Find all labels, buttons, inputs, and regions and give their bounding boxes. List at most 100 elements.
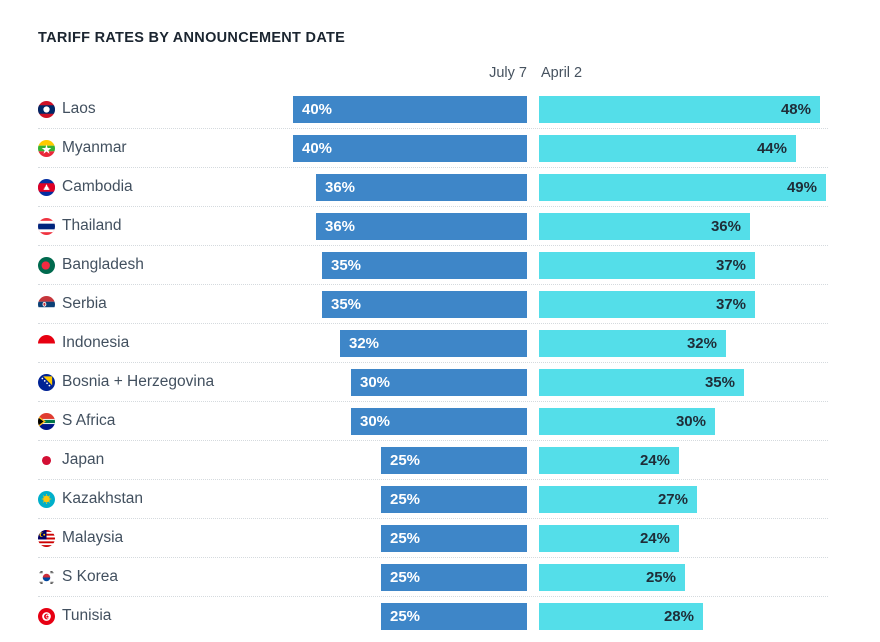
april2-bar: 44%: [539, 135, 796, 162]
column-header-july7: July 7: [489, 65, 527, 81]
july7-value: 25%: [390, 452, 421, 469]
april2-value: 49%: [786, 179, 817, 196]
thailand-flag-icon: [38, 218, 55, 235]
table-row: Kazakhstan 25% 27%: [38, 480, 828, 519]
july7-value: 40%: [302, 140, 333, 157]
country-label: Myanmar: [62, 139, 127, 156]
table-row: Bosnia + Herzegovina 30% 35%: [38, 363, 828, 402]
july7-value: 35%: [331, 296, 362, 313]
country-label: S Korea: [62, 568, 119, 585]
april2-bar: 49%: [539, 174, 826, 201]
kazakhstan-flag-icon: [38, 491, 55, 508]
table-row: Thailand 36% 36%: [38, 207, 828, 246]
july7-value: 36%: [325, 179, 356, 196]
country-label: Laos: [62, 100, 96, 117]
april2-bar: 28%: [539, 603, 703, 630]
country-label: Serbia: [62, 295, 107, 312]
july7-bar: 36%: [316, 213, 527, 240]
table-row: Indonesia 32% 32%: [38, 324, 828, 363]
april2-value: 37%: [715, 296, 746, 313]
country-label: Bosnia + Herzegovina: [62, 373, 215, 390]
country-label: Kazakhstan: [62, 490, 143, 507]
april2-bar: 25%: [539, 564, 685, 591]
july7-value: 25%: [390, 569, 421, 586]
april2-value: 48%: [780, 101, 811, 118]
bosnia-herzegovina-flag-icon: [38, 374, 55, 391]
april2-bar: 24%: [539, 525, 679, 552]
july7-value: 25%: [390, 530, 421, 547]
country-label: Thailand: [62, 217, 122, 234]
country-label: Japan: [62, 451, 105, 468]
april2-value: 27%: [657, 491, 688, 508]
april2-value: 32%: [686, 335, 717, 352]
april2-bar: 24%: [539, 447, 679, 474]
april2-value: 24%: [639, 452, 670, 469]
indonesia-flag-icon: [38, 335, 55, 352]
country-label: Indonesia: [62, 334, 130, 351]
july7-value: 30%: [360, 374, 391, 391]
april2-bar: 27%: [539, 486, 697, 513]
april2-value: 25%: [645, 569, 676, 586]
table-row: Bangladesh 35% 37%: [38, 246, 828, 285]
july7-value: 25%: [390, 491, 421, 508]
tunisia-flag-icon: [38, 608, 55, 625]
country-label: S Africa: [62, 412, 116, 429]
july7-bar: 25%: [381, 564, 527, 591]
april2-value: 24%: [639, 530, 670, 547]
april2-bar: 37%: [539, 291, 755, 318]
july7-bar: 36%: [316, 174, 527, 201]
april2-bar: 48%: [539, 96, 820, 123]
country-label: Bangladesh: [62, 256, 144, 273]
april2-bar: 36%: [539, 213, 750, 240]
table-row: Laos 40% 48%: [38, 90, 828, 129]
july7-bar: 35%: [322, 252, 527, 279]
july7-value: 40%: [302, 101, 333, 118]
table-row: Japan 25% 24%: [38, 441, 828, 480]
serbia-flag-icon: [38, 296, 55, 313]
myanmar-flag-icon: [38, 140, 55, 157]
chart-rows: Laos 40% 48% Myanmar 40% 44% Cambodia 36% 49% Tha…: [38, 90, 828, 636]
april2-value: 36%: [710, 218, 741, 235]
july7-bar: 25%: [381, 447, 527, 474]
table-row: S Korea 25% 25%: [38, 558, 828, 597]
april2-value: 37%: [715, 257, 746, 274]
july7-value: 36%: [325, 218, 356, 235]
s-korea-flag-icon: [38, 569, 55, 586]
april2-bar: 35%: [539, 369, 744, 396]
column-header-april2: April 2: [541, 65, 583, 81]
table-row: S Africa 30% 30%: [38, 402, 828, 441]
april2-value: 30%: [675, 413, 706, 430]
july7-bar: 35%: [322, 291, 527, 318]
table-row: Serbia 35% 37%: [38, 285, 828, 324]
july7-bar: 30%: [351, 408, 527, 435]
column-headers: July 7 April 2: [38, 65, 828, 85]
april2-bar: 32%: [539, 330, 726, 357]
april2-bar: 37%: [539, 252, 755, 279]
laos-flag-icon: [38, 101, 55, 118]
july7-bar: 30%: [351, 369, 527, 396]
july7-value: 30%: [360, 413, 391, 430]
country-label: Tunisia: [62, 607, 112, 624]
april2-bar: 30%: [539, 408, 715, 435]
chart-title: TARIFF RATES BY ANNOUNCEMENT DATE: [38, 30, 346, 46]
table-row: Tunisia 25% 28%: [38, 597, 828, 636]
july7-bar: 32%: [340, 330, 527, 357]
april2-value: 35%: [704, 374, 735, 391]
july7-bar: 40%: [293, 135, 527, 162]
country-label: Cambodia: [62, 178, 133, 195]
cambodia-flag-icon: [38, 179, 55, 196]
july7-value: 35%: [331, 257, 362, 274]
bangladesh-flag-icon: [38, 257, 55, 274]
july7-bar: 25%: [381, 603, 527, 630]
april2-value: 44%: [756, 140, 787, 157]
april2-value: 28%: [663, 608, 694, 625]
table-row: Cambodia 36% 49%: [38, 168, 828, 207]
malaysia-flag-icon: [38, 530, 55, 547]
table-row: Malaysia 25% 24%: [38, 519, 828, 558]
july7-value: 25%: [390, 608, 421, 625]
july7-bar: 25%: [381, 525, 527, 552]
july7-value: 32%: [349, 335, 380, 352]
country-label: Malaysia: [62, 529, 124, 546]
japan-flag-icon: [38, 452, 55, 469]
